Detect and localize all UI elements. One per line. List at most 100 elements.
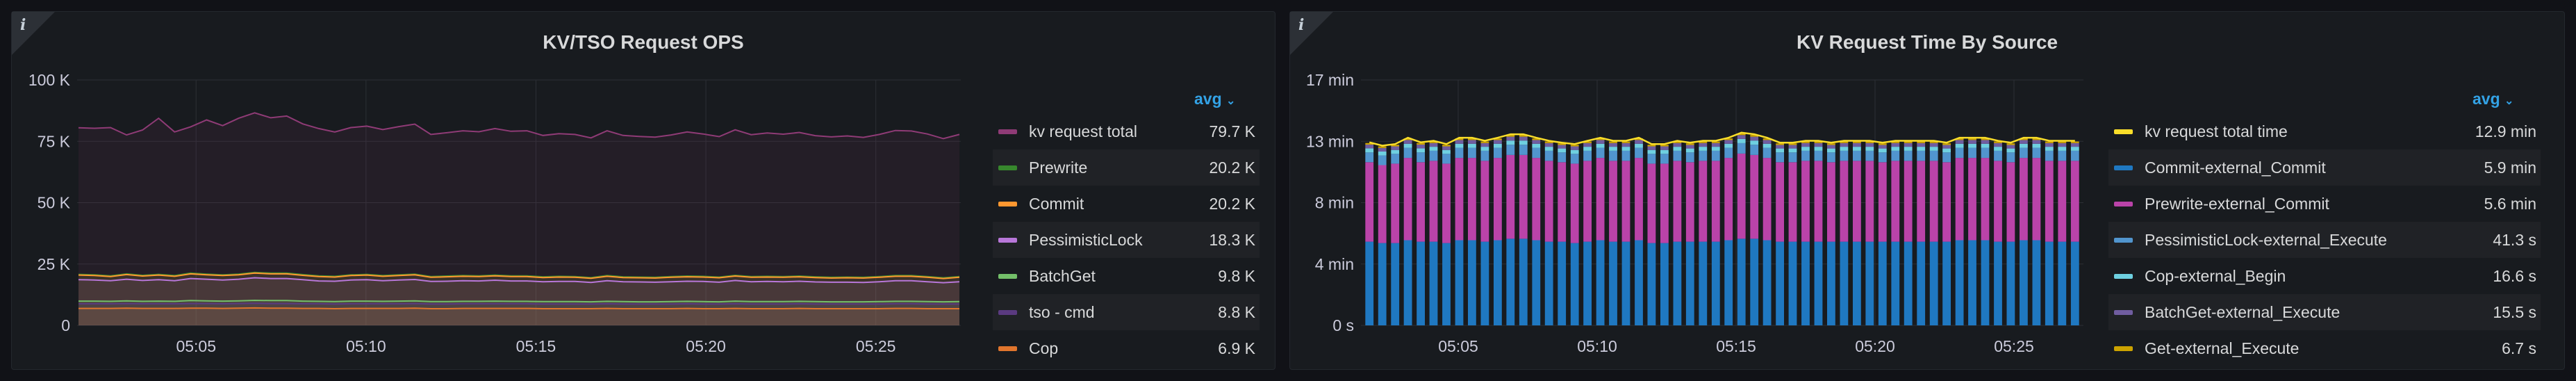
bar-segment[interactable]	[1801, 147, 1810, 151]
bar-segment[interactable]	[1558, 145, 1567, 149]
bar-segment[interactable]	[1378, 147, 1387, 152]
bar-segment[interactable]	[1904, 143, 1913, 147]
bar-segment[interactable]	[1558, 143, 1567, 145]
bar-segment[interactable]	[2045, 241, 2054, 325]
bar-segment[interactable]	[1865, 161, 1874, 242]
bar-segment[interactable]	[1955, 240, 1964, 326]
bar-segment[interactable]	[1558, 162, 1567, 242]
bar-segment[interactable]	[1621, 147, 1630, 151]
bar-segment[interactable]	[1981, 147, 1990, 159]
bar-segment[interactable]	[1776, 148, 1784, 153]
bar-segment[interactable]	[1365, 241, 1374, 325]
bar-segment[interactable]	[1776, 145, 1784, 149]
bar-segment[interactable]	[1583, 147, 1592, 151]
bar-segment[interactable]	[1558, 148, 1567, 153]
bar-segment[interactable]	[1685, 152, 1694, 163]
bar-segment[interactable]	[1621, 151, 1630, 161]
bar-segment[interactable]	[1596, 140, 1605, 144]
bar-segment[interactable]	[1994, 143, 2002, 147]
bar-segment[interactable]	[1762, 147, 1772, 159]
bar-segment[interactable]	[1724, 147, 1733, 159]
bar-segment[interactable]	[1519, 135, 1528, 137]
bar-segment[interactable]	[1994, 147, 2002, 151]
bar-segment[interactable]	[1840, 161, 1849, 242]
bar-segment[interactable]	[1750, 140, 1759, 145]
bar-segment[interactable]	[1699, 147, 1708, 151]
bar-segment[interactable]	[1532, 158, 1541, 241]
info-icon[interactable]: i	[1298, 16, 1305, 34]
bar-segment[interactable]	[1750, 155, 1759, 239]
bar-segment[interactable]	[1570, 163, 1579, 243]
bar-segment[interactable]	[1814, 241, 1823, 325]
bar-segment[interactable]	[1519, 145, 1528, 155]
bar-segment[interactable]	[1673, 141, 1682, 143]
bar-segment[interactable]	[1929, 147, 1938, 151]
bar-segment[interactable]	[2058, 141, 2067, 143]
bar-segment[interactable]	[2006, 145, 2015, 149]
bar-segment[interactable]	[1827, 241, 1835, 325]
bar-segment[interactable]	[2070, 161, 2079, 242]
bar-segment[interactable]	[1750, 145, 1759, 155]
bar-segment[interactable]	[1853, 161, 1861, 242]
bar-segment[interactable]	[1942, 143, 1951, 145]
bar-segment[interactable]	[1647, 154, 1656, 164]
bar-segment[interactable]	[1532, 140, 1541, 144]
bar-segment[interactable]	[1391, 145, 1400, 147]
bar-segment[interactable]	[1724, 143, 1733, 148]
bar-segment[interactable]	[1904, 147, 1913, 151]
bar-segment[interactable]	[1391, 146, 1400, 150]
bar-segment[interactable]	[1442, 146, 1451, 150]
bar-segment[interactable]	[1968, 158, 1976, 241]
bar-segment[interactable]	[1891, 147, 1900, 151]
bar-segment[interactable]	[2032, 140, 2041, 144]
bar-segment[interactable]	[1455, 147, 1464, 159]
bar-segment[interactable]	[1429, 161, 1438, 242]
bar-segment[interactable]	[1621, 143, 1630, 147]
bar-segment[interactable]	[1403, 240, 1412, 326]
bar-segment[interactable]	[1494, 158, 1502, 241]
bar-segment[interactable]	[1904, 141, 1913, 143]
bar-segment[interactable]	[1609, 151, 1617, 161]
bar-segment[interactable]	[1647, 145, 1656, 147]
bar-segment[interactable]	[1544, 143, 1553, 147]
bar-segment[interactable]	[1532, 147, 1541, 159]
bar-segment[interactable]	[1635, 147, 1643, 159]
bar-segment[interactable]	[1480, 143, 1489, 147]
bar-segment[interactable]	[1583, 241, 1592, 325]
bar-segment[interactable]	[1468, 158, 1476, 241]
bar-segment[interactable]	[1494, 147, 1502, 159]
bar-segment[interactable]	[1840, 141, 1849, 143]
legend-calc-dropdown[interactable]: avg ⌄	[2472, 90, 2513, 108]
bar-segment[interactable]	[1609, 141, 1617, 143]
legend-item[interactable]: kv request total time 12.9 min	[2108, 113, 2541, 149]
bar-segment[interactable]	[2045, 147, 2054, 151]
bar-segment[interactable]	[1929, 141, 1938, 143]
bar-segment[interactable]	[1442, 145, 1451, 147]
bar-segment[interactable]	[1968, 240, 1976, 326]
bar-segment[interactable]	[1660, 146, 1669, 150]
bar-segment[interactable]	[1929, 241, 1938, 325]
bar-segment[interactable]	[1917, 151, 1926, 161]
bar-segment[interactable]	[1917, 241, 1926, 325]
bar-segment[interactable]	[1494, 138, 1502, 140]
bar-segment[interactable]	[1699, 143, 1708, 147]
bar-segment[interactable]	[1635, 138, 1643, 140]
bar-segment[interactable]	[1685, 143, 1694, 145]
legend-item[interactable]: Prewrite 20.2 K	[993, 149, 1260, 186]
bar-segment[interactable]	[2058, 147, 2067, 151]
bar-segment[interactable]	[1609, 143, 1617, 147]
bar-segment[interactable]	[1737, 135, 1746, 139]
bar-segment[interactable]	[1750, 136, 1759, 141]
bar-segment[interactable]	[1621, 241, 1630, 325]
bar-segment[interactable]	[1506, 140, 1515, 145]
bar-segment[interactable]	[1981, 158, 1990, 241]
bar-segment[interactable]	[1865, 241, 1874, 325]
bar-segment[interactable]	[2032, 158, 2041, 241]
bar-segment[interactable]	[1365, 148, 1374, 153]
bar-segment[interactable]	[1583, 151, 1592, 161]
bar-segment[interactable]	[1365, 162, 1374, 242]
bar-segment[interactable]	[2006, 241, 2015, 325]
bar-segment[interactable]	[1724, 140, 1733, 144]
bar-segment[interactable]	[1647, 149, 1656, 154]
bar-segment[interactable]	[1417, 241, 1425, 325]
